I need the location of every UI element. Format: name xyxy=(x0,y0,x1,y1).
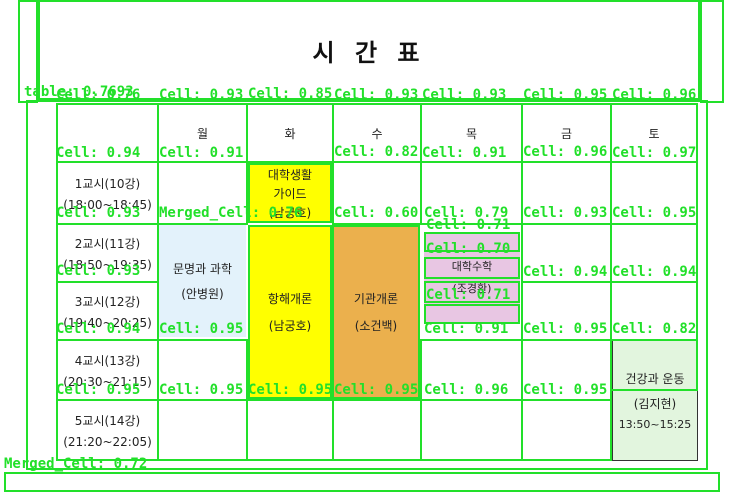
empty-cell xyxy=(246,399,334,461)
course-name: 항해개론 xyxy=(267,292,313,306)
detection-label: Cell: 0.95 xyxy=(248,382,333,398)
course-name: 대학생활 xyxy=(267,167,313,182)
detection-label: Cell: 0.95 xyxy=(523,382,608,398)
period-name: 3교시(12강) xyxy=(74,294,141,309)
detection-label: Merged_Cell: 0.76 xyxy=(159,205,303,221)
detection-label: Cell: 0.97 xyxy=(612,145,697,161)
day-label: 수 xyxy=(371,126,383,141)
empty-cell xyxy=(157,161,248,225)
detection-label: Cell: 0.95 xyxy=(523,87,608,103)
detection-label: Cell: 0.95 xyxy=(334,382,419,398)
day-label: 화 xyxy=(284,126,296,141)
course-teacher: (남궁호) xyxy=(268,319,312,333)
course-guide[interactable]: 대학생활 가이드 (남궁호) xyxy=(248,163,332,223)
period-time: (18:00~18:45) xyxy=(63,197,152,212)
empty-cell xyxy=(420,399,523,461)
detection-label: Cell: 0.95 xyxy=(159,321,244,337)
detection-label: Cell: 0.91 xyxy=(159,145,244,161)
course-engine[interactable]: 기관개론 (소건백) xyxy=(332,225,420,399)
detection-label: Cell: 0.76 xyxy=(56,87,141,103)
empty-cell xyxy=(157,399,248,461)
title-box xyxy=(38,0,700,100)
course-health[interactable]: 건강과 운동 (김지현) 13:50~15:25 xyxy=(612,339,698,461)
course-teacher: (김지현) xyxy=(633,396,677,411)
detection-label: Cell: 0.82 xyxy=(334,144,419,160)
course-navigation[interactable]: 항해개론 (남궁호) xyxy=(248,225,332,399)
detection-label: Cell: 0.94 xyxy=(56,145,141,161)
detection-label: Cell: 0.95 xyxy=(159,382,244,398)
course-time: 13:50~15:25 xyxy=(618,417,692,431)
detection-label: Cell: 0.93 xyxy=(56,205,141,221)
course-teacher: (남궁호) xyxy=(268,205,312,220)
detection-label: Cell: 0.85 xyxy=(248,86,333,102)
health-subcell xyxy=(610,339,698,391)
course-name: 건강과 운동 xyxy=(625,371,685,386)
detection-label: Cell: 0.70 xyxy=(426,241,511,257)
detection-label: Cell: 0.96 xyxy=(424,382,509,398)
course-name-2: 가이드 xyxy=(273,186,307,201)
detection-label: Cell: 0.93 xyxy=(422,87,507,103)
detection-label: Cell: 0.71 xyxy=(426,217,511,233)
page-frame-right xyxy=(700,0,724,103)
detection-label: Cell: 0.95 xyxy=(56,382,141,398)
course-teacher: (안병원) xyxy=(181,287,224,301)
period-time: (20:30~21:15) xyxy=(63,374,152,389)
page-title: 시 간 표 xyxy=(312,38,426,67)
detection-label: Cell: 0.60 xyxy=(334,205,419,221)
detection-label: Cell: 0.95 xyxy=(523,321,608,337)
course-civilization[interactable]: 문명과 과학 (안병원) xyxy=(159,225,246,337)
detection-label: Cell: 0.94 xyxy=(523,264,608,280)
detection-label: Cell: 0.93 xyxy=(159,87,244,103)
period-name: 2교시(11강) xyxy=(74,236,141,251)
period-name: 4교시(13강) xyxy=(74,353,141,368)
detection-label: Merged_Cell: 0.72 xyxy=(4,456,148,472)
period-time: (18:50~19:35) xyxy=(63,257,152,272)
day-label: 토 xyxy=(648,126,660,141)
period-name: 5교시(14강) xyxy=(74,413,141,428)
bottom-frame xyxy=(4,472,720,492)
detection-label: Cell: 0.93 xyxy=(56,263,141,279)
detection-label: Cell: 0.91 xyxy=(422,145,507,161)
period-3: 3교시(12강) (19:40~20:25) xyxy=(56,281,159,341)
header-tue: 화 xyxy=(246,103,334,163)
course-teacher: (소건백) xyxy=(354,319,398,333)
math-subcell xyxy=(424,281,520,303)
empty-cell xyxy=(332,399,422,461)
day-label: 월 xyxy=(196,126,209,141)
day-label: 목 xyxy=(465,126,478,141)
course-name: 문명과 과학 xyxy=(172,262,232,276)
detection-label: Cell: 0.94 xyxy=(56,321,141,337)
detection-label: Cell: 0.82 xyxy=(612,321,697,337)
math-subcell xyxy=(424,232,520,252)
math-subcell xyxy=(424,304,520,324)
detection-label: Cell: 0.94 xyxy=(612,264,697,280)
detection-label: Cell: 0.96 xyxy=(612,87,697,103)
detection-label: Cell: 0.71 xyxy=(426,287,511,303)
detection-label: Cell: 0.96 xyxy=(523,144,608,160)
detection-label: Cell: 0.95 xyxy=(612,205,697,221)
day-label: 금 xyxy=(560,126,573,141)
detection-label: Cell: 0.79 xyxy=(424,205,509,221)
period-5: 5교시(14강) (21:20~22:05) xyxy=(56,399,159,461)
period-name: 1교시(10강) xyxy=(74,176,141,191)
course-teacher: (조경환) xyxy=(452,282,492,295)
detection-label: Cell: 0.93 xyxy=(523,205,608,221)
table-region xyxy=(26,100,708,470)
empty-cell xyxy=(521,399,612,461)
page-frame-left xyxy=(18,0,38,103)
period-time: (21:20~22:05) xyxy=(63,434,152,449)
period-time: (19:40~20:25) xyxy=(63,315,152,330)
detection-label: Cell: 0.93 xyxy=(334,87,419,103)
course-name: 대학수학 xyxy=(451,260,493,273)
course-name: 기관개론 xyxy=(353,292,399,306)
math-subcell xyxy=(424,257,520,279)
detection-label: Cell: 0.91 xyxy=(424,321,509,337)
period-2: 2교시(11강) (18:50~19:35) xyxy=(56,223,159,283)
detection-label: table: 0.7693 xyxy=(24,84,134,100)
